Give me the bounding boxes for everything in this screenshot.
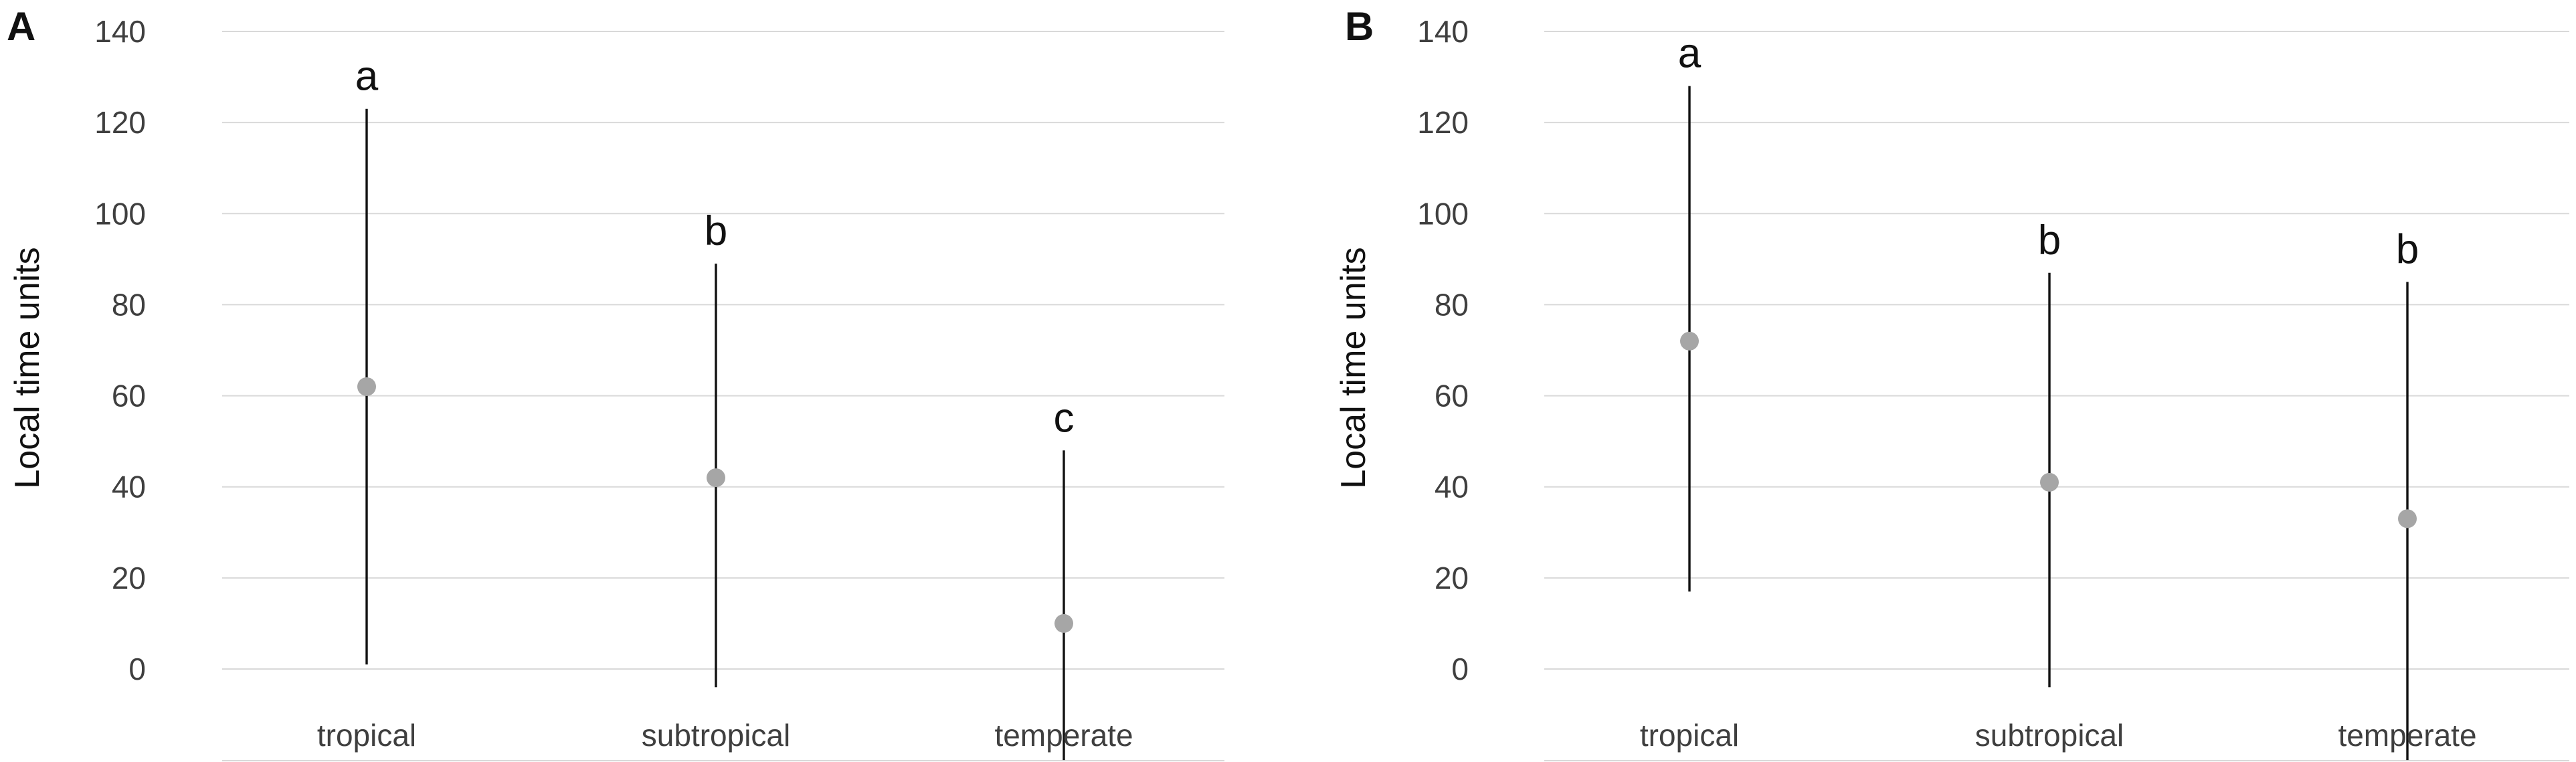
data-point <box>707 468 725 488</box>
x-tick-label: temperate <box>994 718 1133 753</box>
y-tick-label: 140 <box>94 14 146 49</box>
chart-panel-b: 0 20 40 60 80 100 120 140 B Local time units a trop… <box>1334 4 2569 761</box>
significance-letter: b <box>2396 226 2419 272</box>
data-point <box>2040 472 2059 492</box>
x-tick-label: temperate <box>2338 718 2476 753</box>
x-tick-label: tropical <box>317 718 416 753</box>
y-tick-label: 80 <box>1435 287 1469 322</box>
y-tick-label: 0 <box>128 652 146 686</box>
x-tick-label: tropical <box>1640 718 1739 753</box>
y-tick-label: 40 <box>1435 470 1469 504</box>
y-axis-label: Local time units <box>8 247 47 488</box>
y-tick-label: 80 <box>112 287 146 322</box>
y-tick-label: 20 <box>1435 561 1469 595</box>
significance-letter: b <box>2038 217 2061 264</box>
chart-panel-a: 0 20 40 60 80 100 120 140 A Local time units a trop… <box>7 4 1224 761</box>
y-tick-label: 120 <box>94 105 146 140</box>
y-tick-label: 100 <box>94 196 146 231</box>
data-point <box>357 377 376 396</box>
x-tick-label: subtropical <box>1975 718 2124 753</box>
significance-letter: a <box>355 54 379 100</box>
y-axis-label: Local time units <box>1334 247 1373 488</box>
data-point <box>2398 509 2417 529</box>
y-tick-label: 60 <box>1435 379 1469 413</box>
y-tick-label: 100 <box>1417 196 1469 231</box>
y-tick-label: 20 <box>112 561 146 595</box>
panel-label: A <box>7 4 35 49</box>
y-tick-label: 60 <box>112 379 146 413</box>
y-tick-label: 120 <box>1417 105 1469 140</box>
data-point <box>1054 613 1073 633</box>
y-tick-label: 0 <box>1451 652 1469 686</box>
data-point <box>1680 331 1699 351</box>
significance-letter: c <box>1054 395 1075 441</box>
y-tick-label: 40 <box>112 470 146 504</box>
significance-letter: a <box>1678 31 1701 77</box>
x-tick-label: subtropical <box>642 718 790 753</box>
y-tick-label: 140 <box>1417 14 1469 49</box>
significance-letter: b <box>705 208 727 254</box>
panel-label: B <box>1345 4 1374 49</box>
